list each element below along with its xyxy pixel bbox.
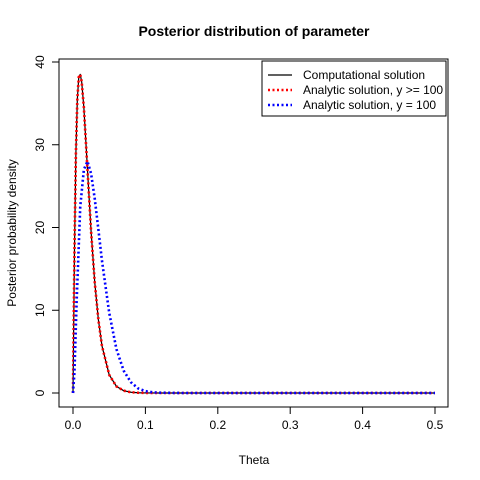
y-axis: 0 10 20 30 40 xyxy=(33,55,59,396)
x-axis-label: Theta xyxy=(239,453,270,467)
x-tick-label: 0.0 xyxy=(65,418,82,432)
y-tick-label: 40 xyxy=(33,55,47,69)
y-tick-label: 30 xyxy=(33,138,47,152)
legend-box xyxy=(261,60,447,117)
series-line-2 xyxy=(71,73,435,395)
y-tick-label: 20 xyxy=(33,221,47,235)
y-tick-label: 10 xyxy=(33,303,47,317)
series-layer xyxy=(71,73,435,395)
legend-label-3: Analytic solution, y = 100 xyxy=(303,98,436,112)
x-tick-label: 0.5 xyxy=(427,418,444,432)
legend-label-2: Analytic solution, y >= 100 xyxy=(303,83,443,97)
y-axis-label: Posterior probability density xyxy=(5,159,19,306)
plot-frame xyxy=(58,58,449,408)
x-tick-label: 0.1 xyxy=(137,418,154,432)
x-tick-label: 0.4 xyxy=(354,418,371,432)
series-line-3 xyxy=(71,160,435,395)
x-tick-label: 0.3 xyxy=(282,418,299,432)
x-axis: 0.0 0.1 0.2 0.3 0.4 0.5 xyxy=(65,407,444,432)
chart-title: Posterior distribution of parameter xyxy=(138,23,370,39)
x-tick-label: 0.2 xyxy=(209,418,226,432)
legend-label-1: Computational solution xyxy=(303,68,425,82)
y-tick-label: 0 xyxy=(33,389,47,396)
